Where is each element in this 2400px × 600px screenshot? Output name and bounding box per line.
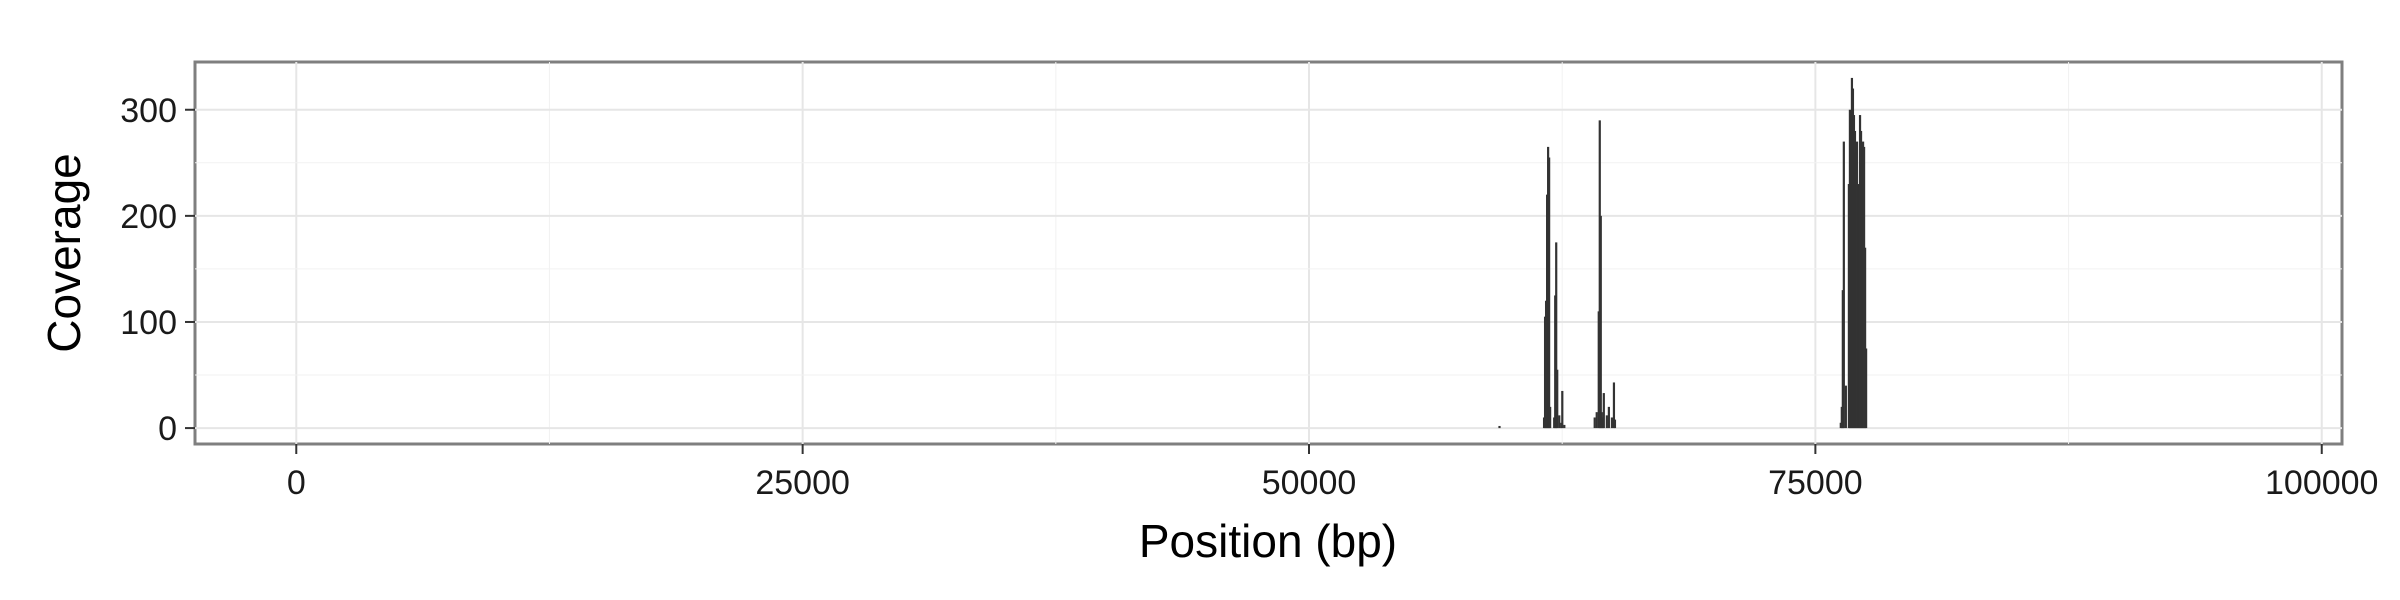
coverage-bar [1607,406,1610,429]
coverage-bar [1498,425,1501,429]
coverage-bar [1612,382,1616,429]
x-tick-label: 50000 [1262,464,1357,502]
x-tick-label: 75000 [1768,464,1863,502]
coverage-bar [1864,247,1867,429]
x-tick-label: 25000 [755,464,850,502]
y-tick-label: 0 [158,410,177,448]
coverage-bar [1593,417,1596,429]
coverage-bar [1599,215,1602,429]
coverage-bar [1563,424,1566,429]
coverage-bar [1613,419,1617,429]
y-tick-label: 100 [120,304,177,342]
coverage-bar [1549,406,1552,429]
coverage-bar [1602,393,1605,429]
coverage-bar [1610,417,1614,429]
plot-panel [193,60,2344,446]
coverage-bar [1555,242,1558,429]
coverage-bar [1842,141,1845,429]
coverage-bar [1844,385,1847,429]
y-tick-label: 300 [120,92,177,130]
x-tick-label: 100000 [2265,464,2378,502]
y-tick-label: 200 [120,198,177,236]
coverage-bar [1558,415,1561,429]
coverage-bar [1595,412,1598,429]
coverage-bar [1605,415,1608,429]
coverage-bar [1548,157,1551,429]
coverage-bar [1561,390,1564,429]
coverage-bar [1865,348,1868,429]
coverage-bars [1498,77,1868,429]
x-tick-label: 0 [287,464,306,502]
y-axis-ticks: 0 100 200 300 [120,92,195,448]
coverage-bar [1556,369,1559,429]
y-axis-title: Coverage [38,153,90,352]
x-axis-title: Position (bp) [1139,515,1397,567]
grid-lines [195,62,2342,444]
x-axis-ticks: 0 25000 50000 75000 100000 [287,444,2378,502]
